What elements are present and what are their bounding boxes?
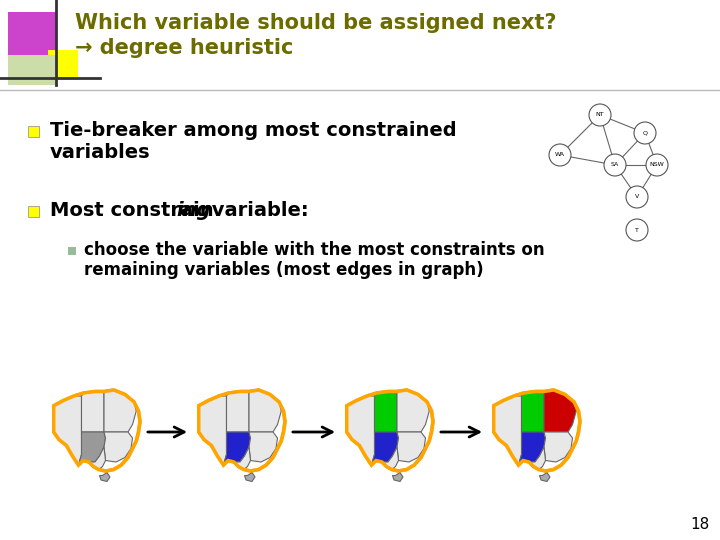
Circle shape <box>626 219 648 241</box>
Text: ing: ing <box>176 200 210 219</box>
Bar <box>68 247 76 255</box>
Polygon shape <box>518 432 546 465</box>
Polygon shape <box>99 472 110 482</box>
Text: → degree heuristic: → degree heuristic <box>75 38 293 58</box>
Circle shape <box>626 186 648 208</box>
Polygon shape <box>245 472 255 482</box>
Text: V: V <box>635 194 639 199</box>
Polygon shape <box>494 390 580 471</box>
Polygon shape <box>347 390 433 471</box>
Text: Tie-breaker among most constrained: Tie-breaker among most constrained <box>50 120 456 139</box>
Text: variables: variables <box>50 143 150 161</box>
Text: SA: SA <box>611 163 619 167</box>
Text: choose the variable with the most constraints on: choose the variable with the most constr… <box>84 241 544 259</box>
Text: NSW: NSW <box>649 163 665 167</box>
Polygon shape <box>223 432 251 465</box>
Polygon shape <box>544 390 576 432</box>
Text: NT: NT <box>595 112 604 118</box>
Polygon shape <box>104 432 132 462</box>
Polygon shape <box>382 447 398 469</box>
Polygon shape <box>539 472 550 482</box>
Polygon shape <box>199 396 227 465</box>
Bar <box>28 206 39 217</box>
Text: remaining variables (most edges in graph): remaining variables (most edges in graph… <box>84 261 484 279</box>
Polygon shape <box>249 432 277 462</box>
Text: WA: WA <box>555 152 565 158</box>
Bar <box>28 126 39 137</box>
Circle shape <box>589 104 611 126</box>
Text: Q: Q <box>642 131 647 136</box>
Polygon shape <box>374 392 397 432</box>
Text: T: T <box>635 227 639 233</box>
Polygon shape <box>89 447 106 469</box>
Circle shape <box>646 154 668 176</box>
Polygon shape <box>227 392 249 432</box>
Polygon shape <box>249 390 282 432</box>
Bar <box>8 55 56 85</box>
Polygon shape <box>392 472 403 482</box>
Circle shape <box>604 154 626 176</box>
Polygon shape <box>104 390 136 432</box>
Polygon shape <box>81 392 104 432</box>
Polygon shape <box>234 447 251 469</box>
Polygon shape <box>521 392 544 432</box>
Bar <box>8 12 56 60</box>
Text: Which variable should be assigned next?: Which variable should be assigned next? <box>75 13 557 33</box>
Polygon shape <box>54 396 81 465</box>
Text: 18: 18 <box>690 517 710 532</box>
Circle shape <box>634 122 656 144</box>
Text: Most constrain: Most constrain <box>50 200 214 219</box>
Text: variable:: variable: <box>205 200 309 219</box>
Bar <box>48 50 78 80</box>
Polygon shape <box>397 390 429 432</box>
Polygon shape <box>54 390 140 471</box>
Polygon shape <box>78 432 106 465</box>
Circle shape <box>549 144 571 166</box>
Polygon shape <box>544 432 572 462</box>
Polygon shape <box>494 396 521 465</box>
Polygon shape <box>372 432 398 465</box>
Polygon shape <box>347 396 374 465</box>
Polygon shape <box>199 390 285 471</box>
Polygon shape <box>529 447 546 469</box>
Polygon shape <box>397 432 426 462</box>
